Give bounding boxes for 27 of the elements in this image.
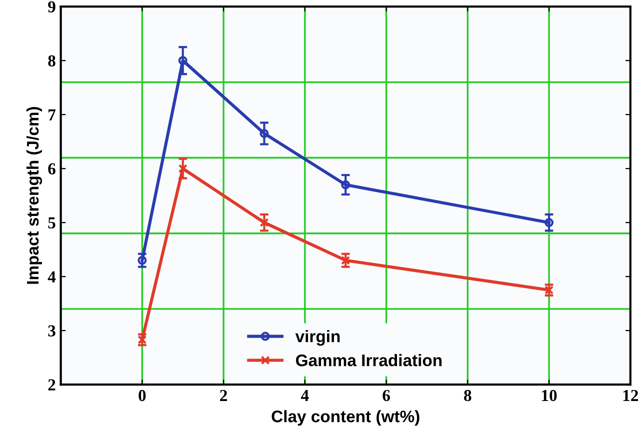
x-tick-label: 12 [623, 390, 638, 401]
point [178, 56, 188, 66]
point [341, 180, 350, 190]
x-tick-label: 2 [220, 390, 227, 401]
y-tick-label: 3 [48, 325, 56, 337]
y-tick-label: 7 [48, 109, 56, 120]
x-tick-label: 0 [138, 390, 146, 402]
x-tick-label: 8 [464, 390, 472, 402]
y-tick-label: 5 [48, 217, 56, 229]
y-tick-label: 6 [48, 163, 56, 175]
point [178, 164, 188, 174]
x-tick-label: 4 [300, 390, 309, 401]
legend-label: Gamma Irradiation [296, 354, 442, 366]
point [260, 128, 269, 138]
x-axis-title: Clay content (wt%) [272, 410, 420, 426]
x-tick-label: 6 [382, 390, 390, 402]
point [341, 256, 350, 265]
y-tick-label: 2 [48, 379, 56, 390]
y-tick-label: 8 [48, 55, 56, 66]
x-tick-label: 10 [542, 390, 557, 402]
point [260, 218, 269, 228]
y-tick-label: 4 [48, 271, 56, 282]
y-axis-title: Impact strength (J/cm) [26, 107, 42, 284]
point [138, 256, 147, 265]
legend-label: virgin [295, 330, 340, 346]
point [544, 218, 554, 228]
y-tick-label: 9 [48, 1, 56, 12]
